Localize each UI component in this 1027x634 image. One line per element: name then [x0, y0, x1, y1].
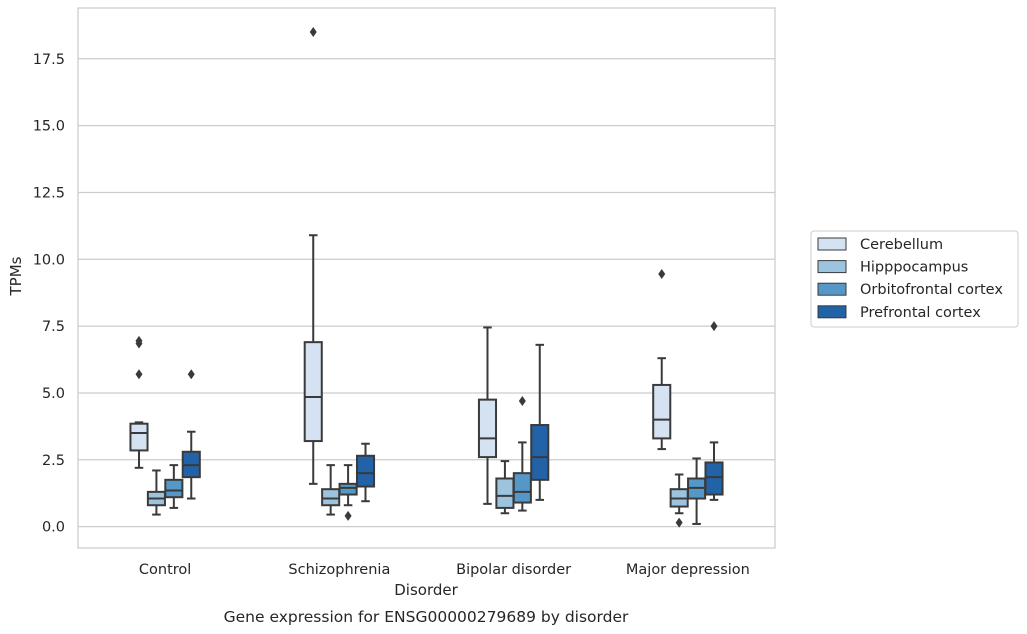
series-prefrontal-cortex — [181, 321, 724, 503]
legend-swatch — [817, 260, 847, 274]
x-tick-label: Schizophrenia — [288, 562, 390, 578]
y-tick-label: 2.5 — [42, 453, 65, 469]
outlier-point — [135, 369, 143, 380]
legend-label: Prefrontal cortex — [860, 305, 981, 321]
x-tick-label: Control — [139, 562, 191, 578]
y-tick-label: 0.0 — [42, 520, 65, 536]
legend-label: Cerebellum — [860, 237, 943, 253]
box — [129, 422, 149, 452]
outlier-point — [675, 517, 683, 528]
legend: Cerebellum Hipppocampus Orbitofrontal cort… — [810, 230, 1019, 328]
series-cerebellum — [129, 27, 672, 505]
x-tick-label: Major depression — [626, 562, 750, 578]
outlier-point — [710, 321, 718, 332]
box — [355, 454, 376, 488]
legend-label: Hipppocampus — [860, 260, 968, 276]
legend-label: Orbitofrontal cortex — [860, 282, 1003, 298]
y-tick-label: 10.0 — [33, 252, 65, 268]
box — [477, 398, 498, 459]
y-tick-label: 15.0 — [33, 119, 65, 135]
box — [495, 477, 515, 509]
outlier-point — [309, 27, 317, 38]
y-tick-label: 7.5 — [42, 319, 65, 335]
y-axis-label: TPMs — [7, 256, 25, 296]
legend-swatch — [817, 305, 847, 319]
legend-swatch — [817, 282, 847, 296]
box — [512, 472, 532, 504]
box — [530, 424, 550, 481]
y-tick-label: 5.0 — [42, 386, 65, 402]
box — [321, 488, 341, 507]
box — [704, 461, 724, 496]
chart-title: Gene expression for ENSG00000279689 by d… — [224, 608, 629, 626]
outlier-point — [518, 395, 526, 406]
outlier-point — [344, 510, 352, 521]
box — [303, 341, 323, 443]
legend-swatch — [817, 237, 847, 251]
y-tick-labels: 0.0 2.5 5.0 7.5 10.0 12.5 15.0 17.5 — [33, 52, 65, 536]
box-series — [129, 27, 724, 528]
y-tick-label: 12.5 — [33, 185, 65, 201]
plot-frame — [77, 7, 776, 549]
outlier-point — [658, 268, 666, 279]
x-tick-labels: Control Schizophrenia Bipolar disorder Majo… — [139, 562, 750, 578]
box — [652, 383, 672, 440]
box — [164, 478, 184, 499]
legend-frame — [810, 230, 1019, 328]
series-hipppocampus — [146, 460, 689, 528]
x-axis-label: Disorder — [394, 581, 458, 599]
y-tick-label: 17.5 — [33, 52, 65, 68]
series-orbitofrontal-cortex — [164, 395, 707, 525]
box — [338, 482, 358, 496]
x-tick-label: Bipolar disorder — [456, 562, 571, 578]
outlier-point — [187, 369, 195, 380]
outlier-point — [135, 335, 143, 346]
